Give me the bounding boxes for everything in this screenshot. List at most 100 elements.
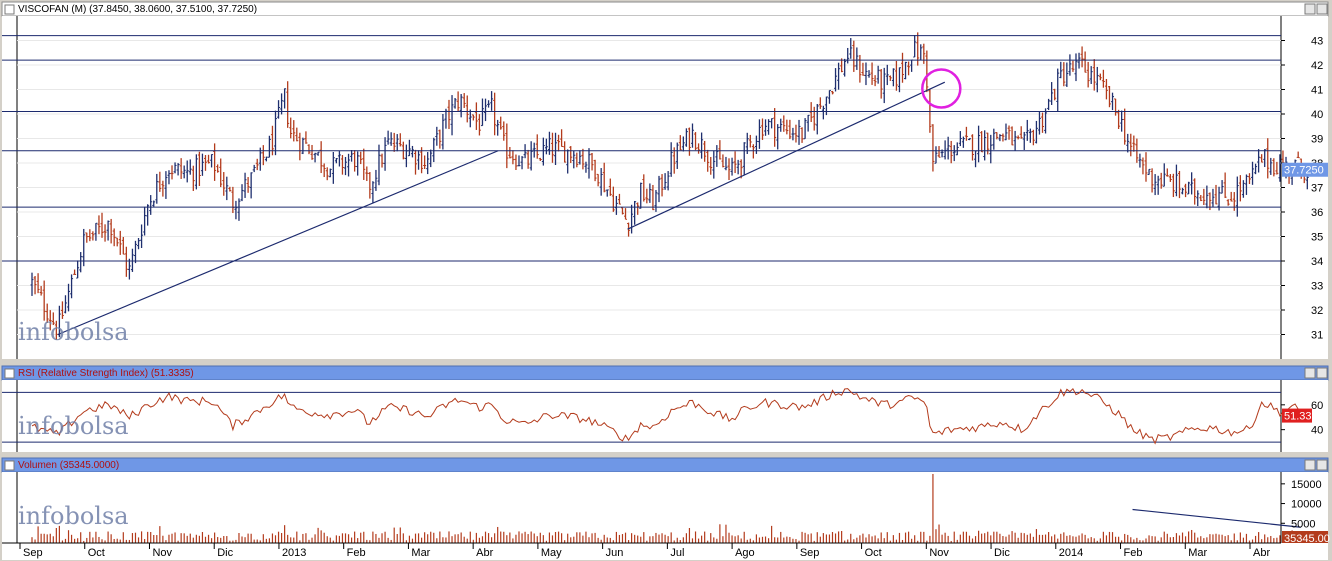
- rsi-minimize-icon[interactable]: [1304, 367, 1316, 379]
- price-tick-label: 39: [1311, 134, 1323, 146]
- x-tick-label: Sep: [23, 547, 43, 559]
- price-panel: VISCOFAN (M) (37.8450, 38.0600, 37.5100,…: [1, 1, 1329, 359]
- price-panel-menu-icon[interactable]: [4, 4, 15, 15]
- price-bar: [776, 124, 780, 150]
- price-bar: [852, 40, 856, 72]
- price-bar: [1083, 51, 1087, 73]
- price-bar: [325, 167, 329, 181]
- price-bar: [538, 157, 542, 161]
- price-bar: [316, 151, 320, 156]
- price-bar: [456, 91, 460, 112]
- x-tick-label: Mar: [411, 547, 430, 559]
- price-bar: [1269, 157, 1273, 175]
- price-bar: [931, 124, 935, 172]
- price-bar: [319, 141, 323, 174]
- price-bar: [873, 75, 877, 87]
- price-bar: [1147, 168, 1151, 176]
- price-bar: [596, 173, 600, 187]
- price-bar: [380, 153, 384, 168]
- price-bar: [207, 154, 211, 164]
- price-bar: [1071, 60, 1075, 72]
- price-bar: [554, 132, 558, 166]
- price-tick-label: 40: [1311, 109, 1323, 121]
- price-bar: [1257, 149, 1261, 173]
- price-bar: [170, 165, 174, 180]
- price-bar: [130, 248, 134, 272]
- volume-panel-menu-icon[interactable]: [4, 460, 15, 471]
- price-bar: [964, 126, 968, 141]
- rsi-panel: RSI (Relative Strength Index) (51.3335) …: [1, 365, 1329, 452]
- price-bar: [599, 168, 603, 196]
- price-bar: [925, 50, 929, 93]
- price-bar: [219, 158, 223, 188]
- price-bar: [371, 181, 375, 203]
- price-bar: [307, 144, 311, 155]
- price-bar: [420, 147, 424, 174]
- price-bar: [608, 178, 612, 196]
- price-bar: [97, 215, 101, 235]
- price-bar: [961, 136, 965, 148]
- close-icon[interactable]: [1316, 3, 1328, 15]
- price-bar: [779, 118, 783, 132]
- price-bar: [179, 158, 183, 179]
- price-bar: [447, 99, 451, 130]
- price-bar: [1226, 199, 1230, 206]
- price-bar: [386, 130, 390, 145]
- price-bar: [1126, 133, 1130, 153]
- price-bar: [471, 114, 475, 121]
- x-tick-label: 2014: [1059, 547, 1083, 559]
- price-bar: [1144, 152, 1148, 182]
- volume-minimize-icon[interactable]: [1304, 459, 1316, 471]
- price-bar: [544, 138, 548, 155]
- rsi-close-icon[interactable]: [1316, 367, 1328, 379]
- price-bar: [45, 303, 49, 324]
- price-bar: [48, 310, 52, 331]
- price-bar: [770, 118, 774, 129]
- price-bar: [389, 132, 393, 146]
- rsi-panel-menu-icon[interactable]: [4, 368, 15, 379]
- price-bar: [505, 123, 509, 169]
- price-bar: [882, 67, 886, 104]
- price-bar: [161, 180, 165, 197]
- price-bar: [1019, 126, 1023, 139]
- price-bar: [967, 138, 971, 141]
- price-bar: [261, 145, 265, 166]
- price-tick-label: 32: [1311, 305, 1323, 317]
- price-bar: [1181, 187, 1185, 195]
- price-bar: [337, 151, 341, 167]
- price-bar: [1260, 154, 1264, 163]
- price-watermark-text: infobolsa: [18, 318, 129, 346]
- price-bar: [429, 149, 433, 168]
- price-bar: [1196, 190, 1200, 207]
- price-bar: [1211, 188, 1215, 207]
- price-bar: [1028, 128, 1032, 143]
- price-bar: [1068, 54, 1072, 76]
- minimize-icon[interactable]: [1304, 3, 1316, 15]
- price-bar: [1129, 133, 1133, 157]
- price-bar: [63, 295, 67, 314]
- price-bar: [1153, 174, 1157, 196]
- price-bar: [724, 156, 728, 171]
- price-bar: [423, 155, 427, 170]
- x-tick-label: Nov: [152, 547, 172, 559]
- price-bar: [894, 61, 898, 91]
- price-bar: [60, 301, 64, 319]
- price-bar: [937, 146, 941, 158]
- price-bar: [1238, 175, 1242, 202]
- price-bar: [767, 119, 771, 135]
- price-bar: [1047, 98, 1051, 111]
- price-bar: [1037, 111, 1041, 135]
- price-bar: [289, 117, 293, 139]
- price-bar: [158, 171, 162, 192]
- volume-close-icon[interactable]: [1316, 459, 1328, 471]
- price-watermark: infobolsa: [18, 318, 129, 346]
- price-bar: [821, 105, 825, 120]
- price-bar: [1050, 82, 1054, 105]
- price-bar: [557, 134, 561, 152]
- price-bar: [383, 137, 387, 171]
- rsi-panel-header: RSI (Relative Strength Index) (51.3335): [18, 368, 194, 379]
- price-bar: [861, 62, 865, 76]
- price-bar: [143, 206, 147, 236]
- price-bar: [222, 172, 226, 196]
- price-bar: [709, 156, 713, 175]
